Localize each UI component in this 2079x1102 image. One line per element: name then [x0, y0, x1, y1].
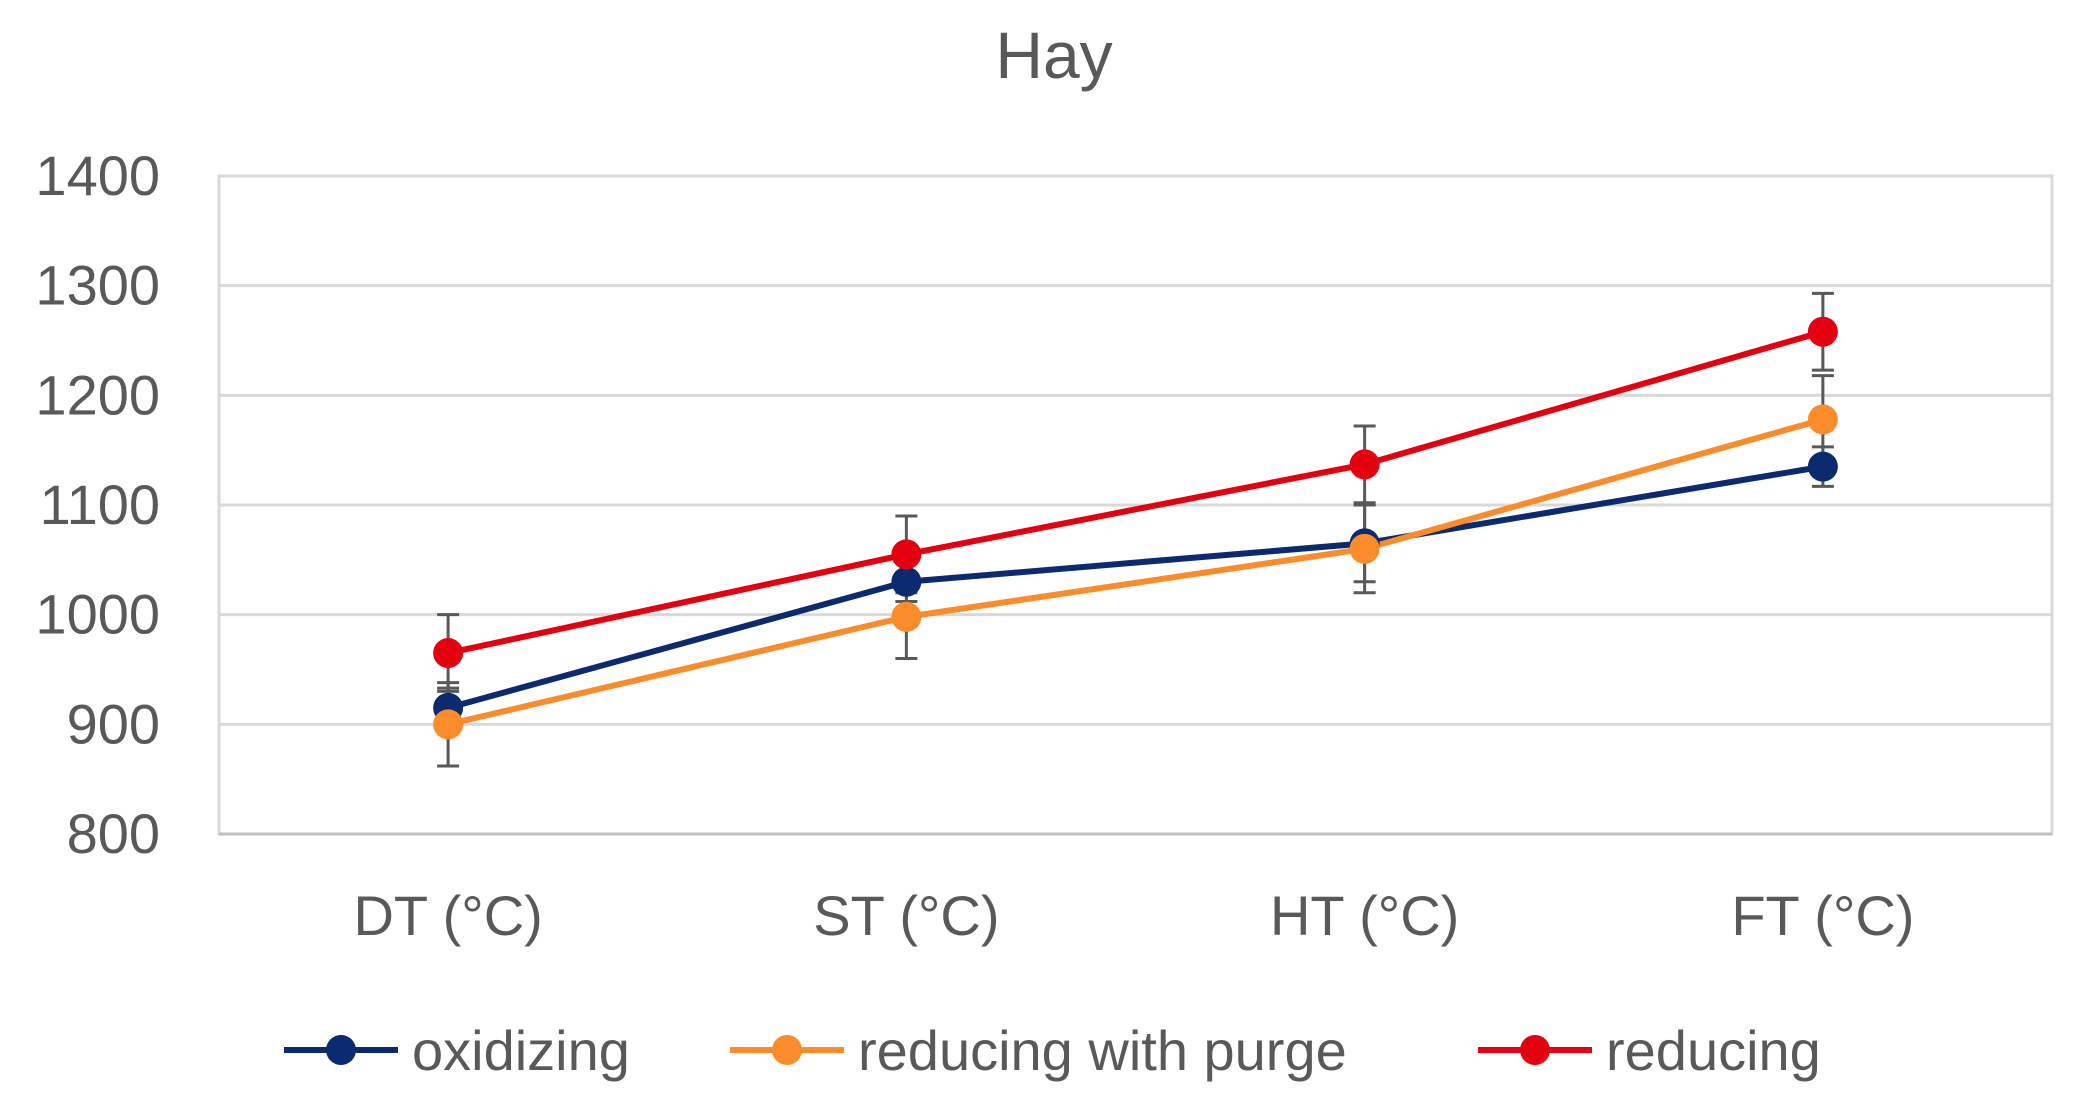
- legend-item: oxidizing: [284, 1019, 630, 1082]
- legend-marker: [772, 1035, 802, 1065]
- data-point: [891, 539, 922, 570]
- data-point: [433, 709, 464, 740]
- y-tick-label: 900: [67, 692, 160, 755]
- series-markers: [433, 316, 1838, 740]
- series-line: [445, 416, 1826, 728]
- series-line: [445, 463, 1826, 711]
- data-point: [433, 638, 464, 669]
- data-point: [1807, 404, 1838, 435]
- x-tick-label: HT (°C): [1270, 884, 1459, 947]
- gridlines: [217, 174, 2054, 836]
- legend-label: reducing with purge: [858, 1019, 1347, 1082]
- y-tick-label: 1100: [40, 473, 160, 536]
- y-tick-label: 1000: [35, 583, 160, 646]
- legend-label: reducing: [1606, 1019, 1821, 1082]
- y-tick-label: 1200: [35, 363, 160, 426]
- y-tick-label: 1400: [35, 144, 160, 207]
- data-point: [891, 601, 922, 632]
- legend-label: oxidizing: [412, 1019, 630, 1082]
- legend-item: reducing with purge: [730, 1019, 1347, 1082]
- legend-item: reducing: [1478, 1019, 1821, 1082]
- error-bars: [437, 291, 1834, 768]
- y-tick-label: 800: [67, 802, 160, 865]
- legend-marker: [1520, 1035, 1550, 1065]
- data-point: [1349, 533, 1380, 564]
- chart-title: Hay: [995, 18, 1112, 92]
- x-tick-label: FT (°C): [1731, 884, 1914, 947]
- x-tick-label: ST (°C): [813, 884, 999, 947]
- data-point: [1807, 316, 1838, 347]
- legend: oxidizing reducing with purge reducing: [284, 1019, 1821, 1082]
- x-tick-label: DT (°C): [353, 884, 542, 947]
- y-tick-label: 1300: [35, 254, 160, 317]
- axes: 800 900 1000 1100 1200 1300 1400 DT (°C) ST (°C)…: [35, 144, 2052, 947]
- data-point: [891, 566, 922, 597]
- legend-marker: [326, 1035, 356, 1065]
- data-point: [1807, 451, 1838, 482]
- data-point: [1349, 449, 1380, 480]
- series-lines: [445, 328, 1826, 728]
- series-line: [445, 328, 1826, 657]
